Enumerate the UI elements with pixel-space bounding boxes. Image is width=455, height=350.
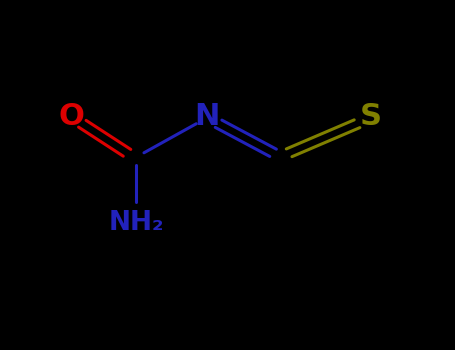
Text: O: O bbox=[58, 103, 84, 131]
Text: NH₂: NH₂ bbox=[108, 210, 164, 236]
Text: N: N bbox=[195, 103, 220, 131]
Text: S: S bbox=[359, 103, 381, 131]
